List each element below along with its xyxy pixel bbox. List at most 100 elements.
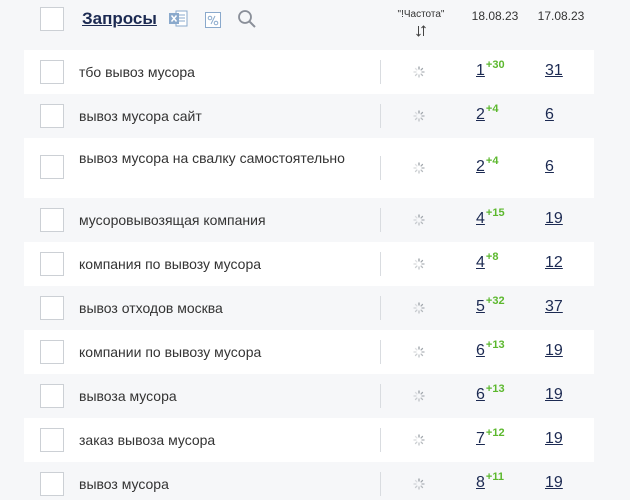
row-checkbox[interactable]: [40, 60, 64, 84]
position-link[interactable]: 6: [476, 342, 485, 359]
query-text: мусоровывозящая компания: [79, 212, 266, 228]
position-link[interactable]: 7: [476, 430, 485, 447]
column-divider: [380, 156, 381, 180]
position-delta: +12: [485, 427, 505, 439]
position-delta: +13: [485, 339, 505, 351]
column-divider: [380, 60, 381, 84]
position-current: 4+8: [476, 251, 499, 272]
position-delta: +11: [485, 471, 504, 483]
table-row: вывоз мусора сайт 2+4 6: [24, 94, 594, 138]
position-current: 4+15: [476, 207, 505, 228]
position-previous-link[interactable]: 12: [545, 254, 563, 271]
position-delta: +8: [485, 251, 499, 263]
column-divider: [380, 428, 381, 452]
column-divider: [380, 104, 381, 128]
column-divider: [380, 384, 381, 408]
position-link[interactable]: 4: [476, 210, 485, 227]
query-text: вывоз отходов москва: [79, 300, 223, 316]
date-column-header-2[interactable]: 17.08.23: [537, 9, 585, 23]
position-previous-link[interactable]: 19: [545, 210, 563, 227]
position-link[interactable]: 4: [476, 254, 485, 271]
position-current: 2+4: [476, 155, 499, 176]
position-previous-link[interactable]: 19: [545, 430, 563, 447]
select-all-checkbox[interactable]: [40, 7, 64, 31]
row-checkbox[interactable]: [40, 208, 64, 232]
position-previous-link[interactable]: 6: [545, 106, 554, 123]
loading-spinner-icon: [413, 390, 425, 402]
loading-spinner-icon: [413, 346, 425, 358]
position-previous-link[interactable]: 37: [545, 298, 563, 315]
table-row: заказ вывоза мусора 7+12 19: [24, 418, 594, 462]
column-divider: [380, 296, 381, 320]
position-previous-link[interactable]: 19: [545, 474, 563, 491]
sort-icon[interactable]: [415, 25, 427, 37]
column-divider: [380, 208, 381, 232]
table-row: вывоза мусора 6+13 19: [24, 374, 594, 418]
position-current: 8+11: [476, 471, 504, 492]
position-current: 5+32: [476, 295, 505, 316]
loading-spinner-icon: [413, 302, 425, 314]
position-delta: +4: [485, 103, 499, 115]
query-text: тбо вывоз мусора: [79, 64, 195, 80]
position-previous-link[interactable]: 6: [545, 158, 554, 175]
date-column-header-1[interactable]: 18.08.23: [471, 9, 519, 23]
query-text: вывоз мусора: [79, 476, 169, 492]
position-delta: +4: [485, 155, 499, 167]
query-text: вывоза мусора: [79, 388, 177, 404]
row-checkbox[interactable]: [40, 428, 64, 452]
position-previous-link[interactable]: 19: [545, 342, 563, 359]
row-checkbox[interactable]: [40, 104, 64, 128]
position-delta: +32: [485, 295, 505, 307]
position-delta: +30: [485, 59, 505, 71]
position-previous-link[interactable]: 31: [545, 62, 563, 79]
table-row: компания по вывозу мусора 4+8 12: [24, 242, 594, 286]
table-header: Запросы "!Частота" 18.08.23 17.08.23: [0, 0, 630, 50]
loading-spinner-icon: [413, 66, 425, 78]
position-current: 6+13: [476, 339, 505, 360]
row-checkbox[interactable]: [40, 252, 64, 276]
position-delta: +13: [485, 383, 505, 395]
loading-spinner-icon: [413, 478, 425, 490]
excel-icon[interactable]: [169, 10, 188, 27]
query-text: вывоз мусора сайт: [79, 108, 202, 124]
position-link[interactable]: 5: [476, 298, 485, 315]
column-divider: [380, 252, 381, 276]
filter-icon[interactable]: [204, 11, 222, 29]
search-icon[interactable]: [237, 9, 257, 29]
row-checkbox[interactable]: [40, 472, 64, 496]
row-checkbox[interactable]: [40, 384, 64, 408]
query-text: компания по вывозу мусора: [79, 256, 262, 272]
table-row: тбо вывоз мусора 1+30 31: [24, 50, 594, 94]
position-link[interactable]: 1: [476, 62, 485, 79]
table-row: мусоровывозящая компания 4+15 19: [24, 198, 594, 242]
table-row: вывоз мусора на свалку самостоятельно 2+…: [24, 138, 594, 198]
loading-spinner-icon: [413, 214, 425, 226]
query-text: заказ вывоза мусора: [79, 432, 216, 448]
position-previous-link[interactable]: 19: [545, 386, 563, 403]
queries-header-link[interactable]: Запросы: [82, 9, 157, 28]
loading-spinner-icon: [413, 162, 425, 174]
position-delta: +15: [485, 207, 505, 219]
position-current: 2+4: [476, 103, 499, 124]
position-link[interactable]: 8: [476, 474, 485, 491]
frequency-column-header: "!Частота": [385, 8, 457, 37]
row-checkbox[interactable]: [40, 155, 64, 179]
position-link[interactable]: 6: [476, 386, 485, 403]
position-current: 6+13: [476, 383, 505, 404]
position-link[interactable]: 2: [476, 158, 485, 175]
query-text: вывоз мусора на свалку самостоятельно: [79, 150, 345, 166]
position-current: 1+30: [476, 59, 505, 80]
table-row: вывоз отходов москва 5+32 37: [24, 286, 594, 330]
position-link[interactable]: 2: [476, 106, 485, 123]
loading-spinner-icon: [413, 110, 425, 122]
table-row: вывоз мусора 8+11 19: [24, 462, 594, 500]
loading-spinner-icon: [413, 258, 425, 270]
position-current: 7+12: [476, 427, 505, 448]
column-divider: [380, 340, 381, 364]
row-checkbox[interactable]: [40, 340, 64, 364]
row-checkbox[interactable]: [40, 296, 64, 320]
frequency-label: "!Частота": [397, 9, 445, 20]
loading-spinner-icon: [413, 434, 425, 446]
table-row: компании по вывозу мусора 6+13 19: [24, 330, 594, 374]
column-divider: [380, 472, 381, 496]
